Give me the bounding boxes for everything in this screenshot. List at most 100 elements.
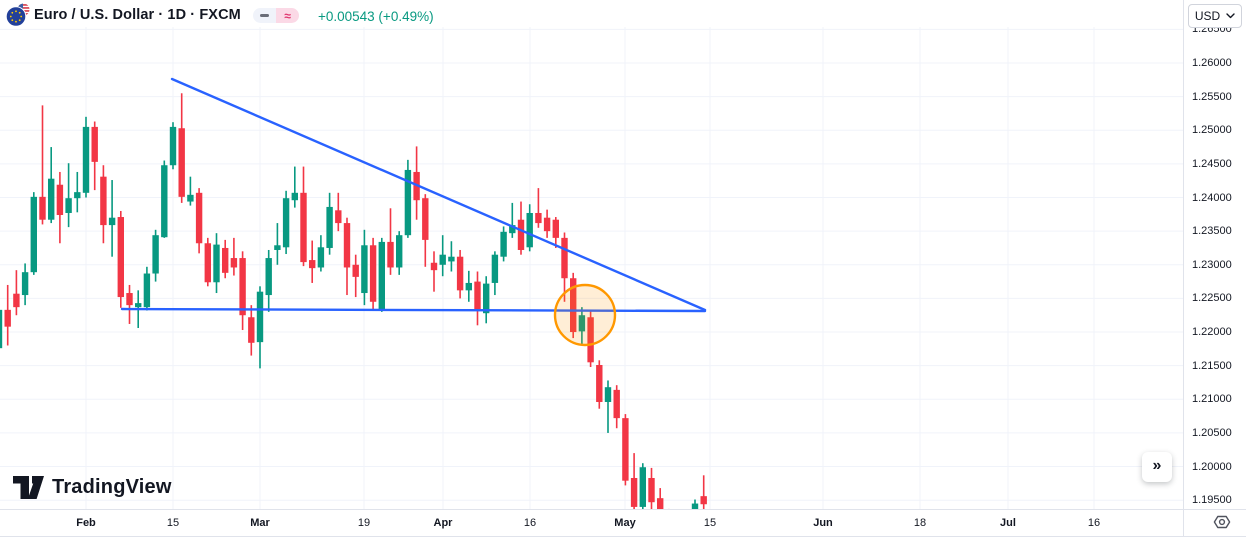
descending-resistance-line[interactable] (170, 77, 707, 312)
candle-wick (668, 508, 670, 509)
currency-dropdown[interactable]: USD (1188, 4, 1242, 28)
candle (126, 284, 133, 324)
candle-body (326, 206, 333, 248)
candle-body (222, 247, 229, 273)
candle (274, 223, 281, 265)
candle (378, 237, 385, 312)
candlestick-series (0, 93, 707, 509)
candle-body (82, 126, 90, 193)
horizontal-support-line[interactable] (120, 307, 707, 313)
candle-body (630, 477, 638, 507)
candle-body (100, 176, 107, 226)
candle-body (535, 212, 542, 224)
candle-body (248, 317, 255, 343)
candle-body (491, 254, 499, 283)
candle-body (108, 217, 116, 226)
candle-body (65, 198, 72, 213)
candle-body (543, 217, 551, 232)
candle-body (126, 293, 133, 306)
price-tick-label: 1.21500 (1192, 359, 1232, 372)
candle (604, 380, 612, 433)
candle (152, 229, 159, 282)
candle (161, 160, 168, 238)
candle-wick (76, 171, 79, 213)
price-tick-label: 1.26000 (1192, 57, 1232, 69)
candle-body (21, 272, 29, 296)
price-tick-label: 1.25500 (1192, 90, 1232, 103)
candle-body (378, 241, 385, 310)
candle-body (74, 192, 81, 199)
candle (56, 171, 64, 244)
candle (543, 209, 551, 238)
candle (404, 159, 412, 238)
candle-wick (189, 176, 192, 206)
candle (369, 237, 377, 311)
candle-wick (233, 237, 235, 276)
candle (456, 249, 464, 299)
price-axis-separator (1183, 0, 1184, 537)
candle-body (561, 237, 568, 279)
candle-body (622, 418, 629, 481)
candle-body (474, 281, 481, 310)
price-tick-label: 1.20500 (1192, 426, 1232, 439)
symbol-title[interactable]: Euro / U.S. Dollar · 1D · FXCM (34, 7, 241, 23)
candle-body (335, 210, 342, 224)
candle-body (265, 258, 272, 296)
candle-body (256, 291, 264, 343)
candle-body (483, 283, 490, 314)
chart-drawings[interactable] (120, 77, 707, 347)
scroll-right-button[interactable]: » (1142, 452, 1172, 482)
time-tick-label: 16 (1087, 517, 1101, 529)
eurusd-flag-icon[interactable] (5, 2, 31, 28)
time-tick-label: 15 (703, 517, 717, 529)
candle-wick (607, 380, 609, 433)
candle (4, 284, 11, 346)
candle (82, 116, 90, 198)
price-change-text: +0.00543 (+0.49%) (318, 9, 434, 24)
grid-lines (0, 27, 1183, 509)
dash-icon (260, 14, 269, 17)
candle-body (396, 235, 403, 268)
chevron-down-icon (1226, 13, 1235, 19)
tradingview-watermark-text: TradingView (52, 476, 172, 498)
candle-body (48, 178, 55, 220)
price-tick-label: 1.24000 (1192, 191, 1232, 204)
candle-body (596, 364, 603, 402)
candle (13, 270, 20, 316)
candle-body (404, 169, 412, 236)
candle-body (274, 245, 281, 250)
axis-settings-icon[interactable] (1213, 513, 1231, 531)
candle-body (13, 293, 20, 308)
candle-body (500, 231, 507, 257)
currency-dropdown-label: USD (1194, 9, 1221, 23)
price-axis[interactable]: 1.26500 1.26000 1.25500 1.25000 1.24500 1.240… (1184, 0, 1246, 509)
candle-body (465, 282, 472, 291)
candle (239, 251, 246, 331)
candle (30, 192, 37, 275)
candle-body (369, 245, 377, 302)
time-axis[interactable]: Feb 15 Mar 19 Apr 16 May 15 Jun 18 Jul 16 (0, 510, 1183, 536)
candle-body (143, 273, 151, 308)
tradingview-watermark: TradingView (13, 476, 172, 499)
candle-body (161, 165, 168, 238)
price-tick-label: 1.20000 (1192, 460, 1232, 473)
price-tick-label: 1.24500 (1192, 157, 1232, 170)
candle-body (570, 278, 577, 333)
candle-body (517, 219, 525, 250)
candle (222, 239, 229, 279)
candle (622, 414, 629, 486)
delayed-data-pill[interactable]: ≈ (276, 8, 299, 23)
candle-body (239, 258, 246, 316)
candle-body (526, 212, 533, 248)
candle (195, 188, 203, 254)
candle-body (456, 256, 464, 291)
candle-body (361, 245, 368, 294)
candle (578, 307, 586, 345)
market-closed-pill[interactable] (253, 8, 276, 23)
candle (596, 360, 603, 409)
highlight-circle[interactable] (553, 283, 617, 347)
candle-body (169, 126, 177, 166)
candle (352, 254, 359, 298)
market-status-pills[interactable]: ≈ (253, 8, 299, 23)
